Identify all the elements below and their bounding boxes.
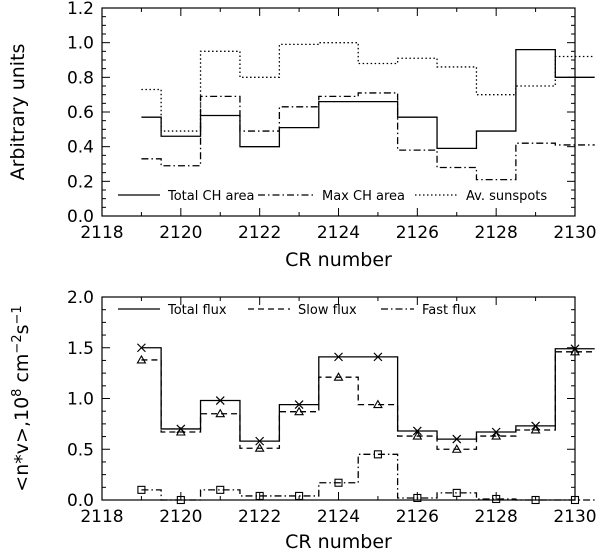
data-point-marker	[373, 450, 382, 459]
data-point-marker	[570, 346, 580, 356]
y-tick-label: 2.0	[67, 288, 94, 308]
x-tick-label: 2124	[317, 507, 360, 527]
data-point-marker	[254, 443, 265, 452]
y-tick-label: 0.0	[67, 207, 94, 227]
x-tick-label: 2120	[159, 223, 202, 243]
legend-label: Fast flux	[422, 303, 477, 318]
x-tick-label: 2128	[475, 507, 518, 527]
x-tick-label: 2118	[80, 223, 123, 243]
bottom-panel: 2118 2120 2122 2124 2126 2128 2130 0.0 0.5 1.0 1.5…	[10, 288, 597, 552]
data-point-marker	[372, 399, 383, 409]
data-point-marker	[176, 495, 185, 505]
x-tick-label: 2122	[238, 507, 281, 527]
series-line-av-sunspots	[141, 42, 595, 132]
y-tick-label: 1.5	[67, 339, 94, 359]
y-axis-label: Arbitrary units	[7, 44, 29, 181]
x-tick-label: 2118	[80, 507, 123, 527]
legend-label: Slow flux	[298, 303, 357, 318]
data-point-marker	[452, 434, 462, 444]
x-tick-label: 2122	[238, 223, 281, 243]
x-tick-label: 2120	[159, 507, 202, 527]
y-tick-label: 0.6	[67, 103, 94, 123]
data-point-marker	[412, 430, 423, 440]
x-axis-label: CR number	[285, 531, 392, 552]
data-point-marker	[136, 343, 146, 353]
series-line-max-ch-area	[141, 92, 595, 181]
y-tick-label: 0.8	[67, 68, 94, 88]
data-point-marker	[373, 352, 383, 362]
data-point-marker	[452, 488, 461, 497]
data-point-marker	[215, 396, 225, 405]
series-line-fast-flux	[141, 453, 595, 501]
x-tick-label: 2124	[317, 223, 360, 243]
y-tick-label: 1.0	[67, 34, 94, 54]
data-point-marker	[333, 372, 344, 381]
legend-label: Max CH area	[322, 189, 405, 204]
data-point-marker	[215, 408, 226, 418]
data-point-marker	[295, 491, 304, 500]
data-point-marker	[294, 400, 304, 410]
x-tick-label: 2126	[396, 223, 439, 243]
y-axis-label: <n*v>,108 cm−2s−1	[10, 305, 33, 491]
data-point-marker	[136, 354, 147, 364]
data-point-marker	[530, 424, 541, 434]
legend-label: Av. sunspots	[466, 189, 547, 204]
legend-label: Total CH area	[167, 189, 254, 204]
data-point-marker	[491, 430, 502, 440]
plot-frame	[101, 7, 576, 217]
legend-label: Total flux	[167, 303, 227, 318]
data-point-marker	[451, 444, 462, 453]
x-axis-label: CR number	[285, 249, 392, 271]
y-tick-label: 0.4	[67, 138, 94, 158]
data-point-marker	[492, 494, 501, 504]
data-point-marker	[334, 478, 343, 487]
series-line-total-flux	[141, 347, 595, 442]
y-tick-label: 1.0	[67, 390, 94, 410]
data-point-marker	[570, 495, 580, 505]
data-point-marker	[216, 485, 225, 494]
data-point-marker	[255, 436, 265, 446]
series-line-total-ch-area	[141, 48, 595, 150]
y-tick-label: 0.0	[67, 491, 94, 511]
y-tick-label: 0.5	[67, 440, 94, 460]
x-tick-label: 2128	[475, 223, 518, 243]
plot-frame	[101, 296, 576, 501]
y-tick-label: 1.2	[67, 0, 94, 19]
data-point-marker	[294, 406, 305, 416]
x-tick-label: 2130	[553, 507, 596, 527]
y-tick-label: 0.2	[67, 172, 94, 192]
data-point-marker	[137, 485, 146, 494]
x-tick-label: 2130	[553, 223, 596, 243]
x-tick-label: 2126	[396, 507, 439, 527]
data-point-marker	[255, 491, 264, 500]
data-point-marker	[413, 493, 422, 503]
data-point-marker	[175, 426, 186, 436]
data-point-marker	[334, 352, 343, 362]
data-point-marker	[531, 495, 540, 505]
top-panel: 2118 2120 2122 2124 2126 2128 2130 0.0 0.2 0.4 0.6…	[7, 0, 597, 271]
